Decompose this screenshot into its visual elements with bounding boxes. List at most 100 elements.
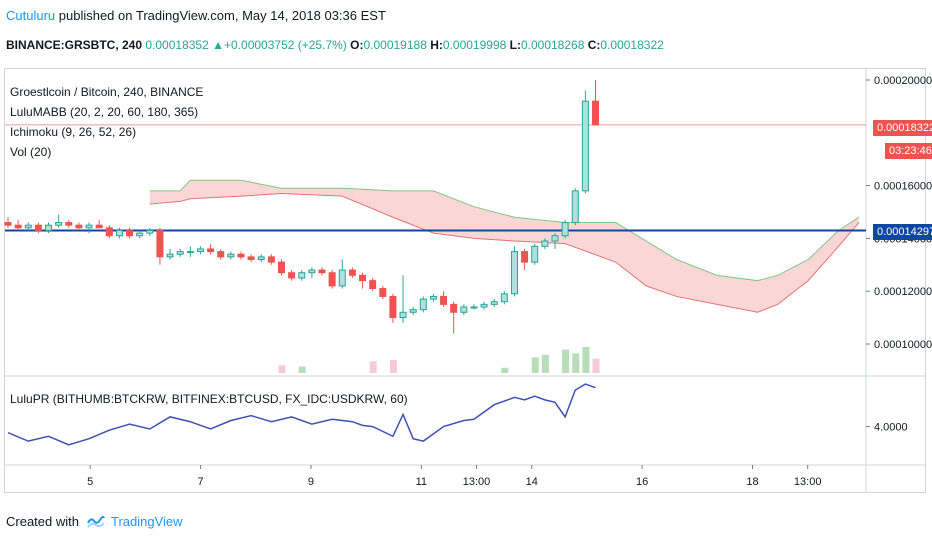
- price-tick-label: 0.00010000: [874, 339, 932, 351]
- change-value: +0.00003752 (+25.7%): [224, 38, 347, 52]
- publish-header: Cutuluru published on TradingView.com, M…: [6, 8, 386, 23]
- candle-body: [318, 269, 326, 274]
- candle-body: [288, 272, 296, 279]
- open-value: 0.00019188: [363, 38, 427, 52]
- time-tick-label: 16: [636, 476, 648, 488]
- candle-body: [14, 224, 22, 229]
- high-value: 0.00019998: [442, 38, 507, 52]
- legend-indicator-lulumabb[interactable]: LuluMABB (20, 2, 20, 60, 180, 365): [10, 105, 199, 119]
- candle-body: [531, 245, 539, 263]
- volume-bar: [278, 365, 286, 373]
- candle-body: [581, 100, 589, 192]
- candle-body: [24, 224, 32, 229]
- candle-body: [146, 229, 154, 234]
- volume-bar: [298, 366, 306, 373]
- candle-body: [156, 229, 164, 258]
- volume-bar: [531, 357, 539, 373]
- open-label: O:: [350, 38, 364, 52]
- tradingview-brand-link[interactable]: TradingView: [110, 514, 183, 529]
- legend-indicator-volume[interactable]: Vol (20): [10, 145, 52, 159]
- volume-bar: [562, 349, 570, 373]
- candle-body: [298, 272, 306, 279]
- legend-indicator-lulupr[interactable]: LuluPR (BITHUMB:BTCKRW, BITFINEX:BTCUSD,…: [10, 392, 408, 406]
- candle-body: [176, 251, 184, 255]
- candle-body: [257, 256, 265, 260]
- candle-body: [409, 309, 417, 313]
- legend-title: Groestlcoin / Bitcoin, 240, BINANCE: [10, 85, 204, 99]
- time-tick-label: 5: [87, 476, 93, 488]
- legend-indicator-ichimoku[interactable]: Ichimoku (9, 26, 52, 26): [10, 125, 137, 139]
- osc-tick-label: 4.0000: [874, 422, 908, 434]
- volume-bar: [369, 361, 377, 373]
- candle-body: [166, 253, 174, 258]
- candle-body: [429, 295, 437, 300]
- price-tick-label: 0.00016000: [874, 181, 932, 193]
- candle-body: [126, 229, 134, 237]
- time-tick-label: 7: [198, 476, 204, 488]
- low-label: L:: [509, 38, 521, 52]
- candle-body: [45, 224, 53, 231]
- candle-body: [4, 222, 12, 226]
- candle-body: [227, 253, 235, 258]
- publish-info: published on TradingView.com, May 14, 20…: [55, 8, 386, 23]
- candle-body: [277, 261, 285, 274]
- volume-bar: [582, 347, 590, 373]
- candle-body: [55, 222, 63, 226]
- candle-body: [196, 248, 204, 253]
- candle-body: [480, 303, 488, 308]
- candle-body: [399, 311, 407, 319]
- candle-body: [460, 306, 468, 313]
- candle-body: [308, 269, 316, 274]
- candle-body: [379, 288, 387, 297]
- candle-body: [470, 306, 478, 309]
- time-tick-label: 11: [416, 476, 427, 488]
- candle-body: [95, 224, 103, 229]
- candle-body: [359, 274, 367, 282]
- candle-body: [237, 253, 245, 258]
- candle-body: [65, 222, 73, 226]
- candle-body: [521, 251, 529, 263]
- candle-body: [207, 248, 215, 253]
- chart-frame: [4, 68, 926, 493]
- ichimoku-span-b: [149, 193, 860, 313]
- candle-body: [541, 240, 549, 247]
- volume-bar: [572, 353, 580, 373]
- hline-price-tag: 0.00014297: [873, 224, 932, 240]
- candle-body: [328, 272, 336, 287]
- candle-body: [75, 224, 83, 229]
- time-tick-label: 9: [308, 476, 314, 488]
- time-tick-label: 13:00: [794, 476, 822, 488]
- volume-bar: [592, 358, 600, 373]
- author-link[interactable]: Cutuluru: [6, 8, 56, 23]
- time-tick-label: 13:00: [463, 476, 491, 488]
- candle-body: [338, 269, 346, 287]
- low-value: 0.00018268: [520, 38, 585, 52]
- candle-body: [490, 301, 498, 305]
- ichimoku-cloud: [149, 180, 859, 313]
- candle-body: [419, 298, 427, 311]
- high-label: H:: [430, 38, 443, 52]
- volume-bar: [541, 354, 549, 373]
- close-value: 0.00018322: [600, 38, 664, 52]
- symbol-label: BINANCE:GRSBTC, 240: [6, 38, 143, 52]
- candle-body: [369, 280, 377, 290]
- volume-bar: [501, 367, 509, 373]
- chart-legend: Groestlcoin / Bitcoin, 240, BINANCE Lulu…: [10, 82, 203, 162]
- price-tick-label: 0.00020000: [874, 75, 932, 87]
- candle-body: [115, 229, 123, 237]
- change-arrow-icon: ▲: [212, 38, 225, 52]
- candle-body: [267, 256, 275, 263]
- candle-body: [592, 100, 600, 126]
- candle-body: [85, 224, 93, 229]
- candle-body: [247, 256, 255, 260]
- time-tick-label: 18: [746, 476, 758, 488]
- price-tick-label: 0.00012000: [874, 286, 932, 298]
- footer: Created with TradingView: [6, 514, 183, 529]
- tradingview-logo-icon: [87, 515, 105, 527]
- candle-body: [510, 251, 518, 295]
- candle-body: [186, 251, 194, 254]
- candle-body: [561, 222, 569, 237]
- ichimoku-span-a: [149, 179, 860, 282]
- ohlc-header: BINANCE:GRSBTC, 240 0.00018352 ▲+0.00003…: [6, 38, 664, 52]
